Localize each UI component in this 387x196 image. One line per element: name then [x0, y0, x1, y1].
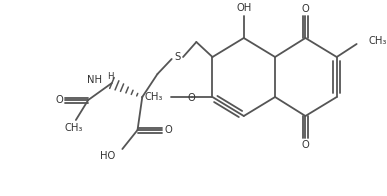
Text: HO: HO — [99, 151, 115, 161]
Text: OH: OH — [236, 3, 252, 13]
Text: O: O — [164, 125, 172, 135]
Text: O: O — [301, 140, 309, 150]
Text: CH₃: CH₃ — [145, 92, 163, 102]
Text: O: O — [301, 4, 309, 14]
Text: CH₃: CH₃ — [65, 123, 83, 133]
Text: H: H — [107, 72, 114, 81]
Text: S: S — [174, 52, 180, 62]
Text: O: O — [188, 93, 195, 103]
Text: CH₃: CH₃ — [369, 36, 387, 46]
Text: O: O — [56, 95, 63, 105]
Text: NH: NH — [87, 75, 103, 85]
